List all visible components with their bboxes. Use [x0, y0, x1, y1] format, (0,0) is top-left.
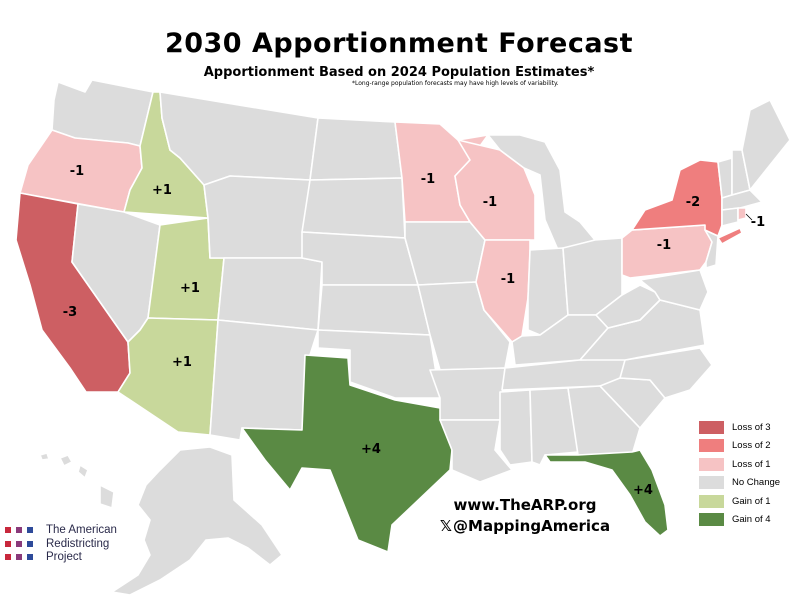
legend-label: Loss of 1 [732, 458, 771, 470]
legend-item: Loss of 2 [699, 437, 780, 456]
state-colorado [217, 257, 323, 331]
state-change-label-minnesota: -1 [421, 172, 435, 187]
legend-item: Gain of 1 [699, 492, 780, 511]
state-change-label-wisconsin: -1 [483, 195, 497, 210]
logo-line-2: Redistricting [46, 537, 110, 550]
state-change-label-illinois: -1 [501, 272, 515, 287]
legend-label: Gain of 1 [732, 495, 771, 507]
logo-dot [27, 527, 33, 533]
state-connecticut [721, 207, 739, 227]
map-title: 2030 Apportionment Forecast [164, 28, 634, 59]
legend-swatch [699, 420, 724, 434]
state-change-label-oregon: -1 [70, 164, 84, 179]
state-westvirginia [595, 284, 661, 329]
legend-item: Loss of 1 [699, 455, 780, 474]
state-change-label-texas: +4 [361, 442, 381, 457]
legend-label: Gain of 4 [732, 514, 771, 526]
state-newyork [631, 159, 723, 237]
legend-swatch [699, 494, 724, 508]
state-wyoming [203, 175, 311, 259]
logo-dots-icon [5, 527, 33, 565]
logo-dot [27, 540, 33, 547]
state-oklahoma [317, 329, 441, 399]
state-hawaii-island [39, 452, 50, 461]
legend-item: Gain of 4 [699, 511, 780, 530]
state-newyork-longisland [717, 227, 743, 245]
state-southdakota [301, 177, 406, 239]
state-florida [544, 449, 669, 537]
state-hawaii-island [99, 484, 115, 509]
state-change-label-newyork: -2 [686, 195, 700, 210]
state-georgia [567, 385, 641, 456]
state-rhodeisland [737, 207, 747, 221]
rhodeisland-leader-line [745, 213, 753, 221]
logo-dot [5, 540, 11, 547]
state-hawaii-island [59, 454, 73, 467]
legend-swatch [699, 457, 724, 471]
legend-label: No Change [732, 477, 781, 489]
handle-text: @MappingAmerica [453, 517, 611, 535]
state-change-label-rhodeisland: -1 [751, 215, 765, 230]
logo-line-1: The American [46, 524, 117, 536]
arp-logo: The American Redistricting Project [5, 524, 117, 565]
map-subtitle: Apportionment Based on 2024 Population E… [203, 65, 595, 80]
state-change-label-idaho: +1 [152, 183, 172, 198]
hawaii-islands [39, 452, 115, 509]
state-arkansas [429, 367, 506, 421]
handle-line: 𝕏@MappingAmerica [430, 516, 620, 537]
state-maryland [639, 269, 709, 311]
legend-swatch [699, 513, 724, 527]
logo-dot [16, 554, 22, 560]
logo-dot [5, 554, 11, 560]
state-labels: -1 -3 +1 +1 +1 +4 -1 -1 -1 -2 -1 -1 +4 [63, 164, 765, 498]
state-change-label-utah: +1 [180, 281, 200, 296]
state-change-label-florida: +4 [633, 483, 653, 498]
legend: Loss of 3 Loss of 2 Loss of 1 No Change Gain… [699, 418, 780, 529]
state-change-label-arizona: +1 [172, 355, 192, 370]
state-change-label-pennsylvania: -1 [657, 238, 671, 253]
logo-dot [5, 527, 11, 533]
state-alaska [111, 446, 283, 596]
state-northcarolina [619, 347, 713, 399]
legend-label: Loss of 3 [732, 421, 771, 433]
state-maine [741, 99, 791, 191]
logo-dot [27, 554, 33, 560]
state-northdakota [309, 117, 403, 181]
state-hawaii-island [77, 464, 89, 479]
state-iowa [404, 221, 486, 286]
state-texas [241, 354, 453, 553]
state-kansas [317, 284, 431, 336]
state-change-label-california: -3 [63, 305, 77, 320]
credits: www.TheARP.org 𝕏@MappingAmerica [430, 495, 620, 537]
legend-item: No Change [699, 474, 780, 493]
state-louisiana [439, 419, 513, 483]
logo-dot [16, 527, 22, 533]
legend-item: Loss of 3 [699, 418, 780, 437]
logo-dot [16, 540, 22, 547]
x-logo-icon: 𝕏 [439, 517, 453, 535]
legend-swatch [699, 476, 724, 490]
legend-label: Loss of 2 [732, 440, 771, 452]
map-footnote: *Long-range population forecasts may hav… [352, 80, 559, 87]
logo-line-3: Project [46, 551, 82, 563]
website-text: www.TheARP.org [453, 496, 597, 514]
legend-swatch [699, 439, 724, 453]
state-mississippi [499, 389, 533, 466]
